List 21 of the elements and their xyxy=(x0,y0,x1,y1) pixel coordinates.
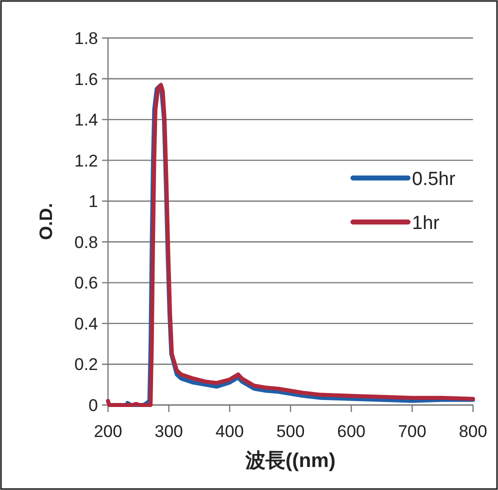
ytick: 0.4 xyxy=(74,314,98,334)
ytick: 1 xyxy=(88,192,98,212)
ytick: 1.4 xyxy=(74,110,98,130)
legend-label: 1hr xyxy=(412,213,440,234)
ytick: 0 xyxy=(88,396,98,415)
ytick: 1.2 xyxy=(74,151,98,170)
xtick: 800 xyxy=(458,422,488,441)
xtick: 600 xyxy=(337,422,366,441)
legend-label: 0.5hr xyxy=(412,169,456,190)
xtick: 700 xyxy=(398,422,426,441)
ylabel: O.D. xyxy=(36,203,56,240)
xtick: 500 xyxy=(276,422,305,441)
ytick: 1.8 xyxy=(74,29,98,48)
xtick: 300 xyxy=(154,422,184,441)
xtick: 200 xyxy=(94,422,122,441)
xtick: 400 xyxy=(215,422,244,441)
ytick: 0.6 xyxy=(74,274,98,293)
ytick: 0.2 xyxy=(74,355,98,374)
ytick: 1.6 xyxy=(74,70,98,89)
xlabel: 波長((nm) xyxy=(246,450,336,472)
ytick: 0.8 xyxy=(74,232,98,252)
